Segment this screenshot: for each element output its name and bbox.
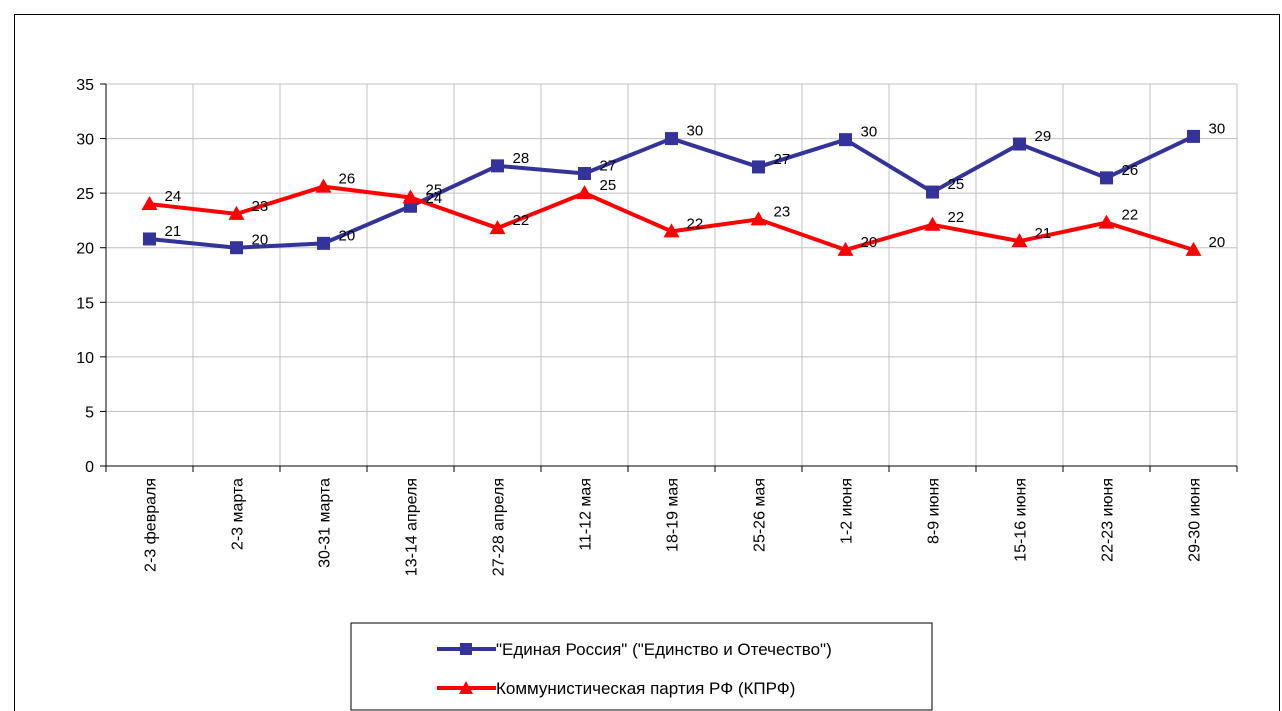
data-point-series-1 — [926, 185, 939, 199]
x-tick-label: 29-30 июня — [1187, 478, 1204, 562]
data-label-series-1: 30 — [861, 124, 878, 141]
legend-label-series-1: "Единая Россия" ("Единство и Отечество") — [496, 640, 832, 659]
data-point-series-1 — [491, 159, 504, 173]
data-point-series-1 — [230, 241, 243, 255]
data-point-series-2 — [837, 241, 854, 256]
x-tick-label: 1-2 июня — [839, 478, 856, 544]
axes — [100, 83, 1238, 472]
x-tick-label: 25-26 мая — [752, 478, 769, 552]
y-tick-label: 30 — [76, 132, 94, 149]
data-point-series-1 — [143, 232, 156, 246]
data-point-series-1 — [752, 160, 765, 174]
data-point-series-2 — [315, 178, 332, 193]
data-point-series-2 — [489, 220, 506, 235]
data-label-series-1: 20 — [252, 232, 269, 249]
data-label-series-2: 23 — [774, 203, 791, 220]
data-label-series-2: 20 — [1209, 234, 1226, 251]
legend: "Единая Россия" ("Единство и Отечество")… — [350, 622, 933, 711]
legend-box — [350, 622, 933, 711]
data-point-series-1 — [1187, 129, 1200, 143]
data-label-series-1: 30 — [687, 123, 704, 140]
data-point-series-2 — [663, 223, 680, 238]
data-label-series-1: 26 — [1122, 162, 1139, 179]
data-label-series-1: 21 — [165, 223, 182, 240]
data-point-series-2 — [1185, 241, 1202, 256]
data-label-series-2: 26 — [339, 171, 356, 188]
series-group: 21 20 20 24 28 27 30 27 30 25 29 26 30 24 23 26 25 22 25 22… — [141, 120, 1226, 256]
data-point-series-2 — [228, 205, 245, 220]
gridlines — [106, 83, 1238, 466]
legend-marker-series-2 — [459, 681, 473, 694]
data-point-series-2 — [1098, 214, 1115, 229]
data-label-series-2: 22 — [513, 212, 530, 229]
data-label-series-1: 27 — [774, 151, 791, 168]
data-label-series-2: 22 — [1122, 207, 1139, 224]
y-tick-label: 0 — [85, 459, 94, 476]
data-point-series-2 — [141, 196, 158, 211]
data-label-series-2: 23 — [252, 198, 269, 215]
x-tick-label: 11-12 мая — [578, 478, 595, 551]
y-tick-label: 5 — [85, 404, 94, 421]
y-tick-label: 10 — [76, 350, 94, 367]
data-label-series-2: 22 — [948, 209, 965, 226]
data-label-series-2: 24 — [165, 188, 182, 205]
x-tick-label: 13-14 апреля — [404, 478, 421, 576]
legend-label-series-2: Коммунистическая партия РФ (КПРФ) — [496, 679, 795, 698]
data-point-series-2 — [576, 185, 593, 200]
x-axis-ticks: 2-3 февраля 2-3 марта 30-31 марта 13-14 апр… — [143, 478, 1204, 576]
data-point-series-2 — [1011, 233, 1028, 248]
x-tick-label: 8-9 июня — [926, 478, 943, 544]
data-point-series-2 — [924, 216, 941, 231]
x-tick-label: 27-28 апреля — [491, 478, 508, 576]
data-label-series-1: 29 — [1035, 128, 1052, 145]
x-tick-label: 18-19 мая — [665, 478, 682, 552]
chart-frame — [14, 14, 1280, 711]
data-label-series-2: 25 — [426, 182, 443, 199]
data-label-series-1: 27 — [600, 157, 617, 174]
data-label-series-1: 25 — [948, 176, 965, 193]
data-point-series-1 — [1100, 171, 1113, 185]
x-tick-label: 2-3 марта — [230, 478, 247, 550]
data-point-series-1 — [1013, 137, 1026, 151]
data-point-series-1 — [839, 133, 852, 147]
x-tick-label: 2-3 февраля — [143, 478, 160, 572]
x-tick-label: 15-16 июня — [1013, 478, 1030, 562]
data-label-series-1: 24 — [426, 190, 443, 207]
data-label-series-2: 25 — [600, 177, 617, 194]
data-label-series-1: 30 — [1209, 120, 1226, 137]
data-point-series-1 — [317, 236, 330, 250]
data-point-series-2 — [750, 211, 767, 226]
data-label-series-2: 22 — [687, 215, 704, 232]
data-label-series-1: 20 — [339, 227, 356, 244]
y-tick-label: 25 — [76, 186, 94, 203]
legend-marker-series-1 — [460, 643, 472, 655]
y-tick-label: 35 — [76, 77, 94, 94]
x-tick-label: 30-31 марта — [317, 478, 334, 568]
y-axis-ticks: 0 5 10 15 20 25 30 35 — [76, 77, 94, 476]
y-tick-label: 20 — [76, 241, 94, 258]
data-label-series-1: 28 — [513, 150, 530, 167]
data-point-series-1 — [665, 132, 678, 146]
data-point-series-2 — [402, 189, 419, 204]
y-tick-label: 15 — [76, 295, 94, 312]
x-tick-label: 22-23 июня — [1100, 478, 1117, 562]
data-point-series-1 — [578, 166, 591, 180]
data-label-series-2: 21 — [1035, 225, 1052, 242]
data-label-series-2: 20 — [861, 234, 878, 251]
